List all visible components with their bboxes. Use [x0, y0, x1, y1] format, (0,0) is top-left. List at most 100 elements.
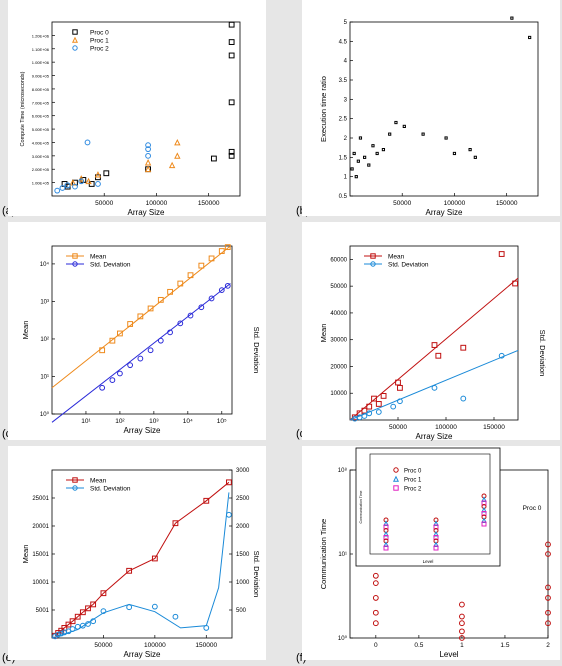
panel-c-xtick-label: 10⁴: [183, 418, 193, 425]
panel-b-background: [302, 0, 560, 216]
panel-b-xtick-label: 100000: [444, 200, 466, 207]
panel-f-inset-point: [383, 545, 389, 551]
panel-d-point: [375, 401, 382, 407]
panel-e-point: [151, 603, 158, 610]
panel-a-point: [145, 152, 151, 159]
panel-c-point: [224, 244, 231, 251]
panel-a-point: [78, 178, 85, 185]
panel-c-point: [109, 337, 116, 344]
panel-b-ylabel: Execution time ratio: [319, 76, 328, 142]
panel-a-point: [103, 170, 110, 177]
panel-d-ylabel: Mean: [319, 324, 328, 343]
panel-a-point: [228, 39, 235, 45]
panel-e-point: [85, 621, 91, 627]
panel-a-plot-frame: [51, 21, 241, 197]
panel-a-background: [8, 0, 266, 216]
panel-c-point: [177, 280, 184, 287]
panel-d-ytick-label: 40000: [330, 311, 347, 317]
panel-f-point: [545, 609, 551, 616]
panel-c-point: [177, 320, 184, 327]
panel-a-legend-marker: [72, 29, 78, 35]
panel-d-y2label: Std. Deviation: [538, 330, 547, 377]
panel-e-y2tick-label: 2000: [236, 524, 250, 530]
panel-b-xlabel: Array Size: [426, 208, 463, 217]
panel-d-xtick-label: 100000: [435, 424, 457, 431]
panel-c-point: [208, 255, 215, 262]
panel-d-legend-label: Std. Deviation: [388, 262, 429, 269]
panel-f-inset-legend-marker: [393, 467, 399, 473]
panel-d-point: [361, 407, 368, 414]
panel-e-xtick-label: 150000: [195, 642, 217, 649]
panel-e-ylabel: Mean: [21, 545, 30, 564]
panel-a-xlabel: Array Size: [128, 208, 165, 217]
panel-c-point: [167, 329, 173, 336]
panel-f-inset-point: [481, 521, 487, 527]
panel-f-ylabel: Communication Time: [319, 519, 328, 589]
panel-c-fit-line-1: [51, 283, 231, 423]
panel-f-xtick-label: 1: [460, 642, 464, 649]
panel-a-point: [210, 155, 217, 162]
panel-e-ytick-label: 10001: [32, 580, 49, 586]
panel-d-xtick-label: 150000: [483, 424, 505, 431]
panel-c-background: [8, 222, 266, 440]
panel-a-ytick-label: 7.00E+05: [32, 100, 50, 105]
panel-a-legend-label: Proc 1: [90, 38, 109, 45]
panel-f-inset-legend-label: Proc 0: [404, 469, 422, 475]
panel-d-xtick-label: 50000: [389, 424, 407, 431]
panel-c-point: [167, 288, 173, 295]
panel-e-point: [172, 613, 179, 620]
panel-c-point: [127, 321, 134, 327]
panel-a-ytick-label: 9.00E+05: [32, 74, 50, 79]
panel-a-point: [144, 165, 152, 173]
panel-f-xlabel: Level: [439, 650, 458, 659]
panel-c-ylabel: Mean: [21, 321, 30, 340]
panel-d-plot-frame: [349, 245, 519, 421]
panel-a-xtick-label: 100000: [146, 200, 168, 207]
panel-e-ytick-label: 25001: [32, 496, 49, 502]
panel-e-ytick-label: 5001: [36, 608, 50, 614]
panel-d-background: [302, 222, 560, 440]
panel-a-ytick-label: 1.10E+06: [32, 47, 50, 52]
panel-a-point: [228, 21, 235, 28]
panel-e-point: [65, 621, 72, 628]
panel-c-xtick-label: 10⁵: [217, 418, 227, 425]
panel-b-ytick-label: 4: [344, 59, 348, 65]
panel-c-xtick-label: 10³: [149, 418, 159, 425]
panel-e-background: [8, 446, 266, 660]
panel-b-point: [363, 155, 367, 159]
panel-b-xtick-label: 150000: [496, 200, 518, 207]
panel-b-ytick-label: 4.5: [339, 39, 348, 45]
panel-e-point: [203, 625, 210, 631]
panel-e-point: [79, 622, 86, 629]
panel-c-point: [208, 295, 215, 302]
panel-f-point: [372, 620, 379, 627]
panel-d-ytick-label: 10000: [330, 391, 347, 397]
panel-d-point: [460, 344, 467, 351]
panel-b-point: [352, 151, 356, 156]
panel-d-legend-label: Mean: [388, 254, 405, 261]
panel-f-point: [372, 609, 379, 616]
panel-b-ytick-label: 2.5: [339, 117, 348, 123]
panel-c-fit-line-0: [51, 245, 231, 389]
panel-e-point: [100, 608, 107, 615]
panel-d-point: [361, 413, 368, 419]
panel-e-point: [172, 520, 179, 527]
panel-b-point: [358, 136, 363, 140]
panel-d-point: [380, 393, 387, 399]
panel-d-ytick-label: 50000: [330, 284, 347, 290]
panel-e-point: [69, 618, 76, 625]
panel-d-point: [498, 251, 505, 257]
panel-a-point: [72, 183, 78, 190]
panel-e-y2label: Std. Deviation: [252, 551, 261, 598]
panel-f-letter: (f): [296, 652, 307, 664]
panel-a-ytick-label: 5.00E+05: [32, 127, 50, 132]
panel-a-xtick-label: 150000: [198, 200, 220, 207]
panel-e-ytick-label: 20001: [32, 524, 49, 530]
panel-c-point: [187, 312, 194, 319]
panel-a-point: [95, 181, 101, 187]
panel-f-point: [545, 620, 551, 627]
panel-e-legend-label: Mean: [90, 478, 107, 485]
panel-e-point: [79, 609, 86, 616]
panel-f-inset: [355, 447, 501, 567]
panel-c-point: [198, 262, 205, 269]
